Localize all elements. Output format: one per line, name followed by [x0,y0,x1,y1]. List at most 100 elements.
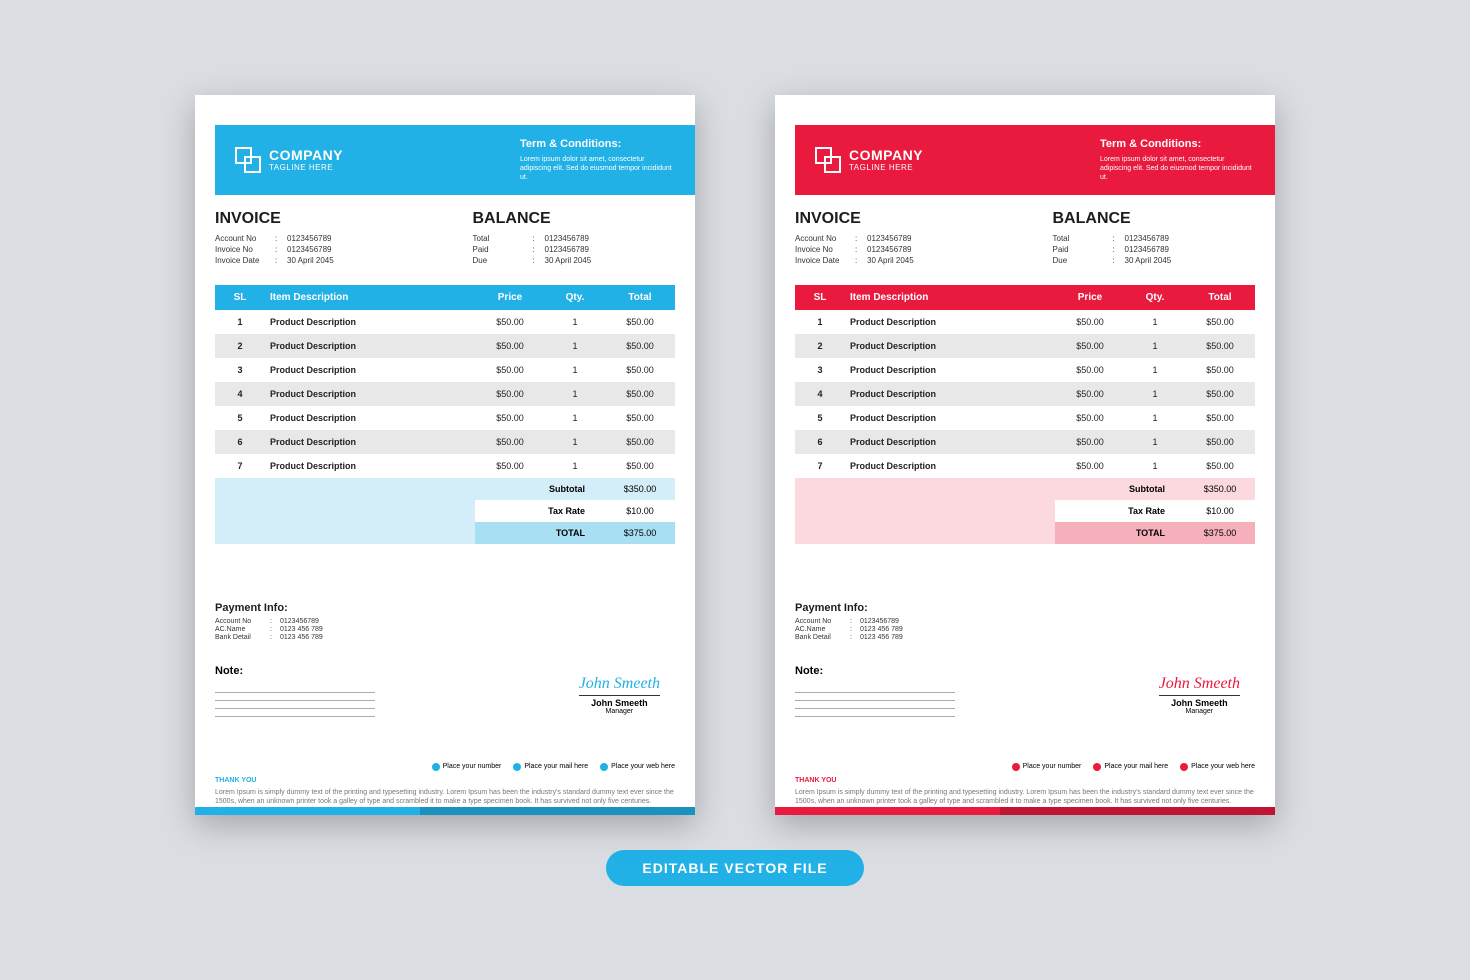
table-row: 1Product Description$50.001$50.00 [215,310,675,334]
header: COMPANY TAGLINE HERE Term & Conditions: … [215,125,695,195]
header: COMPANY TAGLINE HERE Term & Conditions: … [795,125,1275,195]
signature-role: Manager [1159,708,1240,715]
terms-body: Lorem ipsum dolor sit amet, consectetur … [1100,155,1255,182]
contact-phone: Place your number [1012,763,1082,771]
table-row: 3Product Description$50.001$50.00 [215,358,675,382]
contact-web: Place your web here [1180,763,1255,771]
info-row: INVOICE Account No:0123456789 Invoice No… [195,195,695,277]
note-line [215,685,375,693]
items-table: SL Item Description Price Qty. Total 1Pr… [215,285,675,478]
company-name: COMPANY [849,147,923,163]
bottom-bar [775,807,1275,815]
signature-name: John Smeeth [1159,695,1240,708]
table-row: 5Product Description$50.001$50.00 [215,406,675,430]
payment-line: Bank Detail:0123 456 789 [215,634,395,641]
table-row: 2Product Description$50.001$50.00 [795,334,1255,358]
balance-heading: BALANCE [1053,210,1256,228]
summary: Subtotal$350.00 Tax Rate$10.00 TOTAL$375… [215,478,675,544]
info-line: Account No:0123456789 [215,234,418,243]
thank-you: THANK YOU [215,777,256,784]
table-row: 6Product Description$50.001$50.00 [215,430,675,454]
info-line: Invoice Date:30 April 2045 [795,256,998,265]
contact-web: Place your web here [600,763,675,771]
contact-bar: Place your number Place your mail here P… [432,763,675,771]
signature-name: John Smeeth [579,695,660,708]
contact-mail: Place your mail here [1093,763,1168,771]
phone-icon [1012,763,1020,771]
contact-mail: Place your mail here [513,763,588,771]
balance-heading: BALANCE [473,210,676,228]
payment-info: Payment Info: Account No:0123456789 AC.N… [215,602,395,642]
editable-badge: EDITABLE VECTOR FILE [606,850,863,886]
invoice-heading: INVOICE [215,210,418,228]
note-heading: Note: [215,665,375,677]
note-line [215,701,375,709]
logo-icon [815,147,841,173]
contact-bar: Place your number Place your mail here P… [1012,763,1255,771]
payment-heading: Payment Info: [215,602,395,614]
tax-row: Tax Rate$10.00 [475,500,675,522]
signature: John Smeeth John Smeeth Manager [1159,675,1240,715]
payment-heading: Payment Info: [795,602,975,614]
signature: John Smeeth John Smeeth Manager [579,675,660,715]
table-row: 3Product Description$50.001$50.00 [795,358,1255,382]
logo-icon [235,147,261,173]
mail-icon [513,763,521,771]
note-line [215,693,375,701]
signature-role: Manager [579,708,660,715]
table-row: 7Product Description$50.001$50.00 [215,454,675,478]
info-line: Total:0123456789 [1053,234,1256,243]
company-name: COMPANY [269,147,343,163]
items-table: SL Item Description Price Qty. Total 1Pr… [795,285,1255,478]
payment-line: Account No:0123456789 [795,618,975,625]
terms-title: Term & Conditions: [1100,137,1255,151]
terms: Term & Conditions: Lorem ipsum dolor sit… [520,137,675,183]
note-heading: Note: [795,665,955,677]
invoice-red: COMPANY TAGLINE HERE Term & Conditions: … [775,95,1275,815]
info-line: Account No:0123456789 [795,234,998,243]
disclaimer: Lorem Ipsum is simply dummy text of the … [795,788,1255,806]
table-row: 2Product Description$50.001$50.00 [215,334,675,358]
company-tagline: TAGLINE HERE [269,163,343,172]
web-icon [1180,763,1188,771]
company-text: COMPANY TAGLINE HERE [849,147,923,172]
info-row: INVOICE Account No:0123456789 Invoice No… [775,195,1275,277]
table-head: SL Item Description Price Qty. Total [215,285,675,310]
invoice-info: INVOICE Account No:0123456789 Invoice No… [215,210,418,267]
company-tagline: TAGLINE HERE [849,163,923,172]
table-row: 7Product Description$50.001$50.00 [795,454,1255,478]
bottom-bar [195,807,695,815]
logo-block: COMPANY TAGLINE HERE [815,147,923,173]
balance-info: BALANCE Total:0123456789 Paid:0123456789… [418,210,676,267]
invoice-heading: INVOICE [795,210,998,228]
summary: Subtotal$350.00 Tax Rate$10.00 TOTAL$375… [795,478,1255,544]
subtotal-row: Subtotal$350.00 [475,478,675,500]
terms-title: Term & Conditions: [520,137,675,151]
balance-info: BALANCE Total:0123456789 Paid:0123456789… [998,210,1256,267]
payment-line: AC.Name:0123 456 789 [215,626,395,633]
payment-info: Payment Info: Account No:0123456789 AC.N… [795,602,975,642]
info-line: Invoice No:0123456789 [215,245,418,254]
terms: Term & Conditions: Lorem ipsum dolor sit… [1100,137,1255,183]
total-row: TOTAL$375.00 [1055,522,1255,544]
info-line: Paid:0123456789 [1053,245,1256,254]
web-icon [600,763,608,771]
mail-icon [1093,763,1101,771]
note-line [795,693,955,701]
info-line: Invoice No:0123456789 [795,245,998,254]
info-line: Paid:0123456789 [473,245,676,254]
payment-line: Account No:0123456789 [215,618,395,625]
invoice-info: INVOICE Account No:0123456789 Invoice No… [795,210,998,267]
company-text: COMPANY TAGLINE HERE [269,147,343,172]
terms-body: Lorem ipsum dolor sit amet, consectetur … [520,155,675,182]
contact-phone: Place your number [432,763,502,771]
info-line: Invoice Date:30 April 2045 [215,256,418,265]
invoice-pair: COMPANY TAGLINE HERE Term & Conditions: … [195,95,1275,815]
info-line: Due:30 April 2045 [1053,256,1256,265]
table-row: 1Product Description$50.001$50.00 [795,310,1255,334]
note-line [795,685,955,693]
thank-you: THANK YOU [795,777,836,784]
logo-block: COMPANY TAGLINE HERE [235,147,343,173]
note-line [795,701,955,709]
table-row: 6Product Description$50.001$50.00 [795,430,1255,454]
